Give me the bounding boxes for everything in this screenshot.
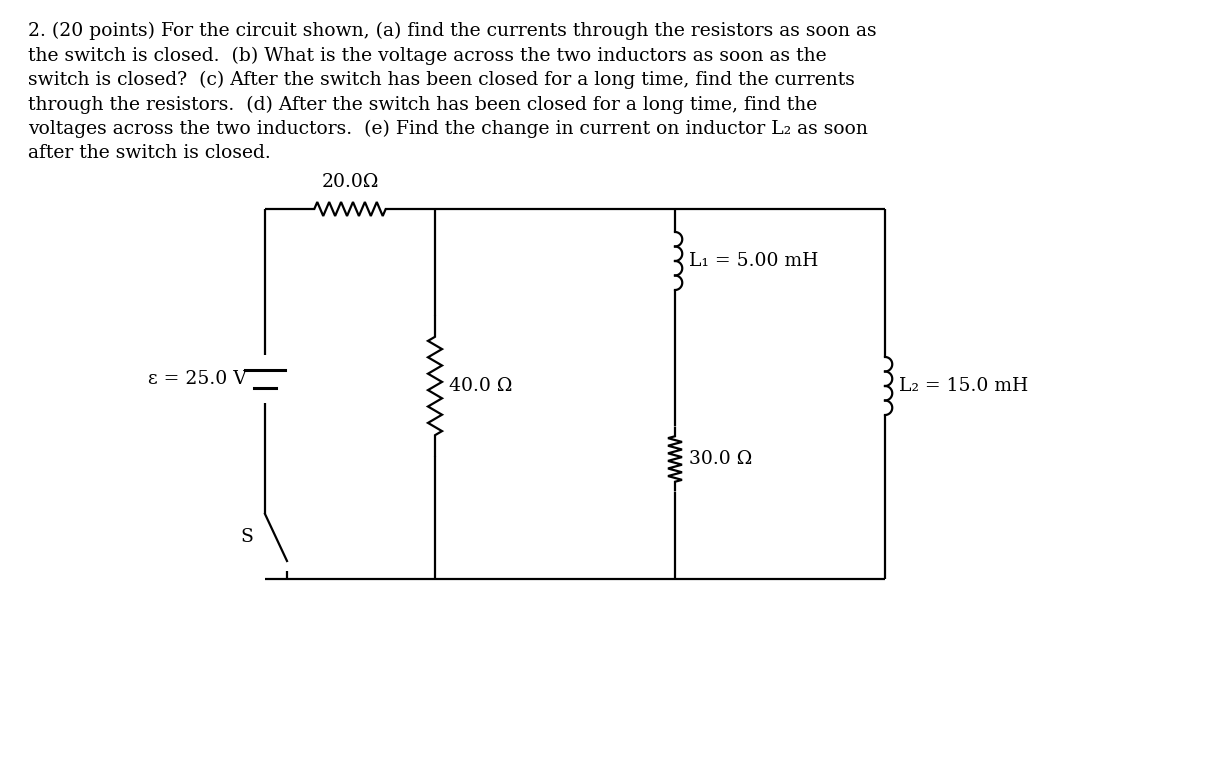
Text: 40.0 Ω: 40.0 Ω [449,377,513,395]
Text: 30.0 Ω: 30.0 Ω [689,450,753,468]
Text: voltages across the two inductors.  (e) Find the change in current on inductor L: voltages across the two inductors. (e) F… [28,120,868,138]
Text: 2. (20 points) For the circuit shown, (a) find the currents through the resistor: 2. (20 points) For the circuit shown, (a… [28,22,877,40]
Text: 20.0Ω: 20.0Ω [322,173,379,191]
Text: L₂ = 15.0 mH: L₂ = 15.0 mH [899,377,1028,395]
Text: after the switch is closed.: after the switch is closed. [28,144,270,163]
Text: L₁ = 5.00 mH: L₁ = 5.00 mH [689,252,818,270]
Text: through the resistors.  (d) After the switch has been closed for a long time, fi: through the resistors. (d) After the swi… [28,96,817,114]
Text: switch is closed?  (c) After the switch has been closed for a long time, find th: switch is closed? (c) After the switch h… [28,71,855,89]
Text: the switch is closed.  (b) What is the voltage across the two inductors as soon : the switch is closed. (b) What is the vo… [28,47,827,65]
Text: ε = 25.0 V: ε = 25.0 V [149,370,247,388]
Text: S: S [240,528,253,546]
